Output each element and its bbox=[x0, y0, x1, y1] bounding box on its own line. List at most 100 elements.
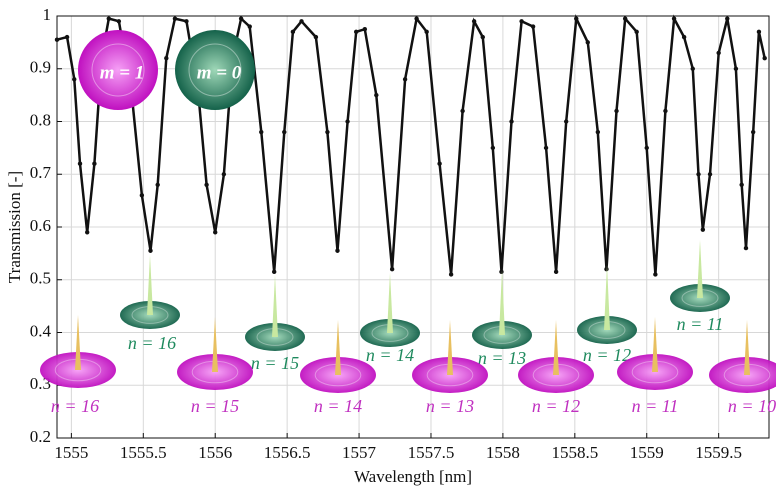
data-point bbox=[762, 56, 767, 61]
data-point bbox=[595, 129, 601, 135]
x-tick-label: 1556 bbox=[198, 443, 232, 462]
data-point bbox=[247, 24, 252, 29]
data-point bbox=[282, 129, 287, 135]
data-point bbox=[335, 248, 340, 253]
mode-spike bbox=[387, 273, 393, 333]
y-axis-label: Transmission [-] bbox=[5, 171, 24, 283]
annotation: n = 15 bbox=[191, 396, 239, 416]
y-tick-label: 0.7 bbox=[30, 163, 52, 182]
data-point bbox=[707, 172, 713, 177]
data-point bbox=[238, 16, 244, 21]
y-tick-label: 0.9 bbox=[30, 58, 51, 77]
inset-ring bbox=[91, 43, 145, 97]
annotation: n = 16 bbox=[128, 333, 176, 353]
data-point bbox=[77, 161, 83, 166]
mode-spike bbox=[604, 265, 610, 330]
annotation: n = 16 bbox=[51, 396, 99, 416]
mode-spike bbox=[335, 320, 341, 375]
annotation: n = 12 bbox=[532, 396, 580, 416]
data-point bbox=[64, 34, 70, 40]
inset-disk bbox=[78, 30, 158, 110]
annotation: n = 13 bbox=[478, 348, 526, 368]
data-point bbox=[716, 50, 721, 56]
data-point bbox=[259, 129, 264, 135]
data-point bbox=[139, 193, 145, 198]
data-point bbox=[644, 145, 649, 151]
data-point bbox=[490, 145, 496, 151]
mode-spike bbox=[147, 255, 153, 315]
mode-spike bbox=[212, 317, 218, 372]
y-tick-label: 0.4 bbox=[30, 321, 52, 340]
y-tick-label: 0.8 bbox=[30, 110, 51, 129]
data-point bbox=[480, 34, 485, 40]
data-point bbox=[424, 29, 429, 35]
data-point bbox=[374, 92, 379, 98]
data-point bbox=[622, 16, 628, 21]
data-point bbox=[290, 29, 296, 35]
x-tick-label: 1555 bbox=[54, 443, 88, 462]
mode-spike bbox=[447, 320, 453, 375]
data-point bbox=[299, 19, 304, 24]
data-point bbox=[671, 16, 677, 21]
x-tick-label: 1556.5 bbox=[264, 443, 311, 462]
data-point bbox=[574, 16, 579, 21]
data-point bbox=[389, 267, 395, 272]
annotation: n = 12 bbox=[583, 345, 631, 365]
data-point bbox=[553, 269, 559, 275]
data-point bbox=[414, 16, 419, 21]
x-tick-label: 1558 bbox=[486, 443, 520, 462]
data-point bbox=[155, 182, 160, 187]
data-point bbox=[184, 19, 189, 24]
annotation: n = 14 bbox=[366, 345, 414, 365]
data-point bbox=[690, 66, 695, 71]
data-point bbox=[519, 19, 524, 24]
x-tick-label: 1557 bbox=[342, 443, 377, 462]
annotation: n = 14 bbox=[314, 396, 362, 416]
annotation: n = 15 bbox=[251, 353, 299, 373]
annotation: n = 13 bbox=[426, 396, 474, 416]
mode-spike bbox=[652, 317, 658, 372]
data-point bbox=[172, 16, 178, 21]
data-point bbox=[499, 269, 504, 275]
data-point bbox=[313, 34, 319, 40]
x-tick-label: 1558.5 bbox=[551, 443, 598, 462]
data-point bbox=[756, 29, 762, 35]
data-point bbox=[733, 66, 739, 71]
data-point bbox=[725, 16, 730, 21]
data-point bbox=[743, 245, 749, 251]
data-point bbox=[148, 248, 153, 253]
y-tick-label: 0.2 bbox=[30, 427, 51, 446]
inset-ring bbox=[188, 43, 242, 97]
data-point bbox=[221, 172, 227, 177]
data-point bbox=[604, 267, 609, 272]
mode-spike bbox=[553, 320, 559, 375]
y-tick-label: 0.6 bbox=[30, 216, 51, 235]
data-point bbox=[345, 119, 350, 124]
data-point bbox=[325, 129, 330, 135]
annotation: n = 11 bbox=[632, 396, 679, 416]
inset-label: m = 0 bbox=[197, 62, 242, 83]
data-point bbox=[204, 182, 209, 187]
x-tick-label: 1559.5 bbox=[695, 443, 742, 462]
mode-disk bbox=[709, 357, 776, 393]
data-point bbox=[213, 230, 218, 235]
data-point bbox=[696, 172, 701, 177]
data-point bbox=[106, 16, 111, 21]
data-point bbox=[530, 24, 536, 29]
data-point bbox=[353, 29, 359, 35]
data-point bbox=[271, 269, 277, 275]
x-tick-label: 1559 bbox=[630, 443, 664, 462]
data-point bbox=[634, 29, 639, 35]
data-point bbox=[543, 145, 549, 151]
data-point bbox=[663, 108, 668, 114]
y-tick-label: 1 bbox=[43, 5, 52, 24]
mode-spike bbox=[499, 270, 505, 335]
data-point bbox=[448, 272, 454, 277]
data-point bbox=[750, 129, 756, 135]
data-point bbox=[72, 77, 77, 82]
data-line bbox=[56, 14, 766, 275]
data-point bbox=[563, 119, 569, 124]
mode-spike bbox=[272, 275, 278, 337]
axes-frame bbox=[56, 15, 770, 439]
